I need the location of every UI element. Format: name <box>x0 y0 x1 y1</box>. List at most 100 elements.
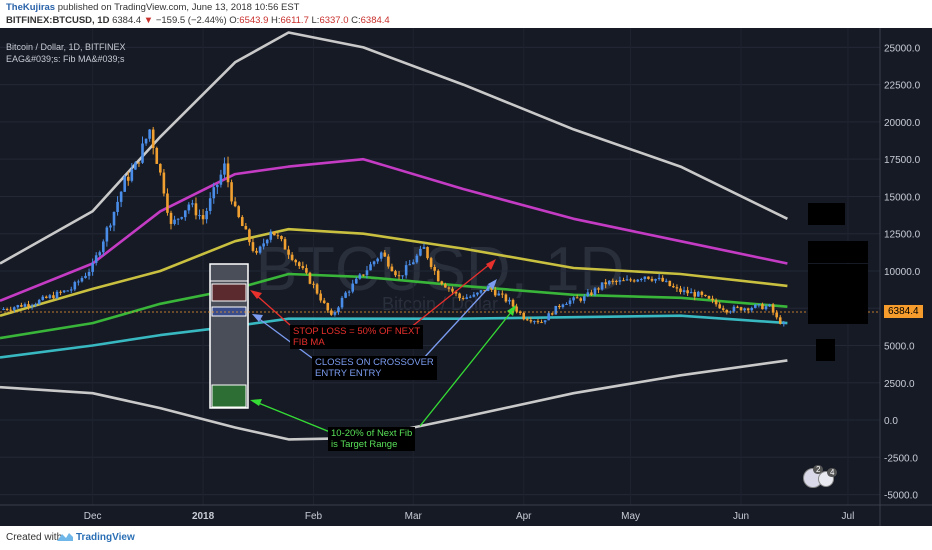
annotation-arrows <box>250 259 516 433</box>
candle-body <box>447 287 451 289</box>
candle-body <box>205 210 208 220</box>
high-label: H: <box>271 15 281 26</box>
candle-body <box>16 305 20 308</box>
candle-body <box>319 293 322 301</box>
candle-body <box>672 285 675 288</box>
candle-body <box>102 241 105 253</box>
candle-body <box>280 235 283 240</box>
candle-body <box>148 129 151 139</box>
candle-body <box>237 206 241 218</box>
candle-body <box>180 217 184 219</box>
candle-body <box>387 256 390 267</box>
candle-body <box>173 219 176 224</box>
candle-body <box>187 204 191 211</box>
fib-ma-line-0786 <box>0 157 788 303</box>
x-tick-label: Mar <box>405 511 423 522</box>
candle-body <box>330 310 333 315</box>
candle-body <box>664 280 668 282</box>
candle-body <box>55 291 59 299</box>
candle-body <box>579 298 583 301</box>
candle-body <box>743 308 746 311</box>
y-tick-label: 0.0 <box>884 416 898 427</box>
candle-body <box>312 283 315 285</box>
target-box <box>211 384 247 408</box>
candle-body <box>369 264 372 271</box>
candle-body <box>554 305 558 315</box>
candle-body <box>119 191 123 202</box>
candle-body <box>255 250 258 253</box>
candle-body <box>775 312 778 318</box>
candle-body <box>226 163 230 183</box>
candle-body <box>426 247 429 259</box>
chart-area[interactable]: BTCUSD, 1D Bitcoin / Dollar <box>0 28 932 526</box>
stop-loss-annotation: STOP LOSS = 50% OF NEXT FIB MA <box>290 325 424 349</box>
fib-ma-line-0618 <box>0 227 788 317</box>
fib-label-0786-text: 0.786 <box>812 241 864 262</box>
candle-body <box>444 284 447 288</box>
candle-body <box>41 296 45 300</box>
candle-body <box>497 293 501 296</box>
candle-body <box>87 271 91 276</box>
fib-label-0786: 0.786 <box>808 241 868 263</box>
candle-body <box>707 296 711 299</box>
author-link[interactable]: TheKujiras <box>6 2 56 13</box>
candle-body <box>34 304 37 306</box>
candle-body <box>109 225 112 228</box>
candle-body <box>511 299 515 307</box>
header-bar: TheKujiras published on TradingView.com,… <box>0 0 932 28</box>
x-axis-ticks: Dec 2018 Feb Mar Apr May Jun Jul <box>84 511 855 522</box>
candle-body <box>340 297 344 308</box>
candle-body <box>77 281 80 283</box>
candle-body <box>618 280 622 282</box>
candle-body <box>433 266 436 271</box>
fib-label-0618-text: 0.618 <box>812 264 864 285</box>
fib-label-0382: 0.382 <box>808 282 868 304</box>
candle-body <box>501 293 504 295</box>
candle-body <box>586 292 590 297</box>
low-label: L: <box>311 15 320 26</box>
candle-body <box>771 304 775 313</box>
candle-body <box>654 278 657 281</box>
candle-body <box>736 306 739 308</box>
last-price-tag: 6384.4 <box>884 305 923 318</box>
fib-label-0: 0 <box>816 339 836 361</box>
candle-body <box>362 274 365 276</box>
candle-body <box>308 272 312 284</box>
candle-body <box>561 304 565 308</box>
candle-body <box>48 295 52 298</box>
target-line2: is Target Range <box>331 439 398 450</box>
candle-body <box>262 243 265 247</box>
x-tick-label: Dec <box>84 511 102 522</box>
fib-label-0-text: 0 <box>820 339 832 360</box>
candle-body <box>73 282 77 290</box>
y-tick-label: 10000.0 <box>884 267 921 278</box>
candle-body <box>123 176 126 192</box>
candle-body <box>668 280 672 286</box>
candle-body <box>322 300 326 303</box>
tradingview-brand[interactable]: TradingView <box>76 532 135 543</box>
x-tick-label: Jun <box>733 511 749 522</box>
candle-body <box>159 163 162 173</box>
candle-body <box>337 307 340 313</box>
candle-body <box>643 276 647 280</box>
indicator-label[interactable]: EAG&#039;s: Fib MA&#039;s <box>6 54 125 64</box>
fib-ma-line-10 <box>0 31 788 265</box>
entry-box <box>211 306 247 317</box>
candle-body <box>276 235 280 237</box>
ohlc-line: BITFINEX:BTCUSD, 1D 6384.4 ▼ −159.5 (−2.… <box>6 15 390 26</box>
candle-body <box>761 304 764 310</box>
candle-body <box>94 255 98 263</box>
y-tick-label: 2500.0 <box>884 379 915 390</box>
candle-body <box>66 290 69 292</box>
target-line1: 10-20% of Next Fib <box>331 428 413 439</box>
candle-body <box>52 295 55 299</box>
candle-body <box>80 278 84 282</box>
price-chart[interactable]: BTCUSD, 1D Bitcoin / Dollar <box>0 28 932 526</box>
candle-body <box>590 292 593 295</box>
stop-loss-line1: STOP LOSS = 50% OF NEXT <box>293 326 421 337</box>
candle-body <box>476 292 479 295</box>
candle-body <box>739 307 743 311</box>
candle-body <box>704 294 707 297</box>
x-tick-label: Jul <box>842 511 855 522</box>
y-tick-label: 5000.0 <box>884 342 915 353</box>
